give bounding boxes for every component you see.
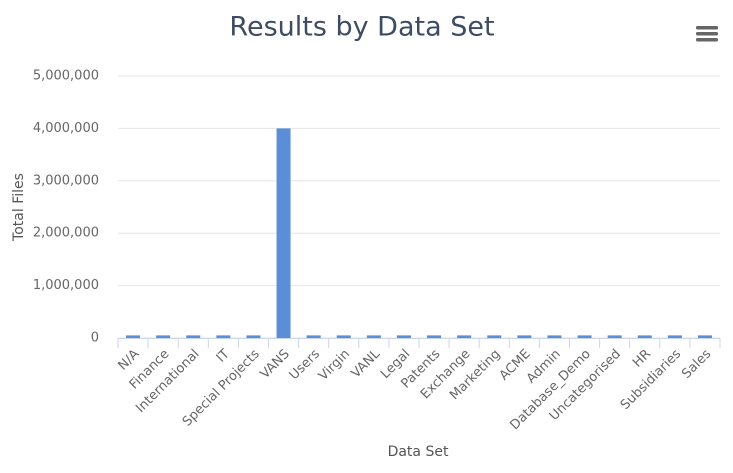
bar bbox=[607, 335, 622, 338]
bar bbox=[577, 335, 592, 338]
bar bbox=[457, 335, 472, 338]
menu-bar bbox=[696, 38, 718, 42]
bar bbox=[396, 335, 411, 338]
x-tick-label: HR bbox=[630, 347, 654, 371]
x-tick-label: VANS bbox=[258, 347, 293, 382]
y-tick-label: 4,000,000 bbox=[33, 121, 99, 136]
bar bbox=[246, 335, 261, 338]
y-tick-label: 3,000,000 bbox=[33, 173, 99, 188]
bar bbox=[366, 335, 381, 338]
y-tick-label: 2,000,000 bbox=[33, 226, 99, 241]
y-tick-label: 0 bbox=[91, 331, 99, 346]
x-axis-title: Data Set bbox=[388, 444, 449, 460]
bar bbox=[637, 335, 652, 338]
bar bbox=[126, 335, 141, 338]
bar bbox=[427, 335, 442, 338]
menu-bar bbox=[696, 32, 718, 36]
menu-button[interactable] bbox=[696, 26, 718, 42]
y-tick-label: 1,000,000 bbox=[33, 278, 99, 293]
bar bbox=[186, 335, 201, 338]
y-tick-label: 5,000,000 bbox=[33, 69, 99, 84]
bar bbox=[547, 335, 562, 338]
bar bbox=[156, 335, 171, 338]
x-tick-label: Sales bbox=[679, 347, 714, 382]
bar bbox=[216, 335, 231, 338]
bar bbox=[306, 335, 321, 338]
x-tick-label: Users bbox=[287, 347, 324, 384]
x-tick-label: VANL bbox=[349, 346, 384, 381]
bar bbox=[487, 335, 502, 338]
bar bbox=[517, 335, 532, 338]
bar bbox=[697, 335, 712, 338]
menu-bar bbox=[696, 26, 718, 30]
bar bbox=[667, 335, 682, 338]
x-tick-label: IT bbox=[214, 347, 233, 366]
chart-title: Results by Data Set bbox=[229, 12, 494, 43]
y-axis-title: Total Files bbox=[11, 173, 27, 242]
bar bbox=[336, 335, 351, 338]
bar bbox=[276, 128, 291, 338]
x-tick-label: Virgin bbox=[316, 347, 353, 384]
